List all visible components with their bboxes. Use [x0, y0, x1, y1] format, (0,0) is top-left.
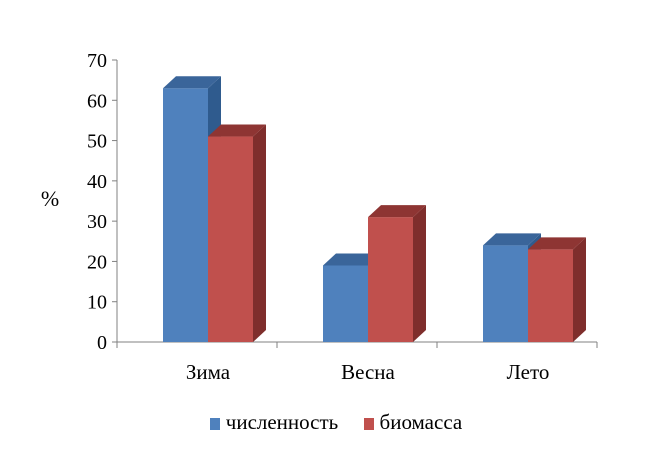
bar-front-face: [208, 136, 253, 342]
bar-side-face: [573, 237, 586, 342]
bar-front-face: [323, 265, 368, 342]
x-category-label: Лето: [507, 360, 550, 384]
bar-top-face: [368, 205, 426, 218]
legend-item-series-1: численность: [209, 409, 339, 435]
y-axis-label: %: [41, 186, 59, 211]
chart-legend: численность биомасса: [0, 408, 672, 435]
bar-chart: 0 10 20 30 40 50 60 70 Зима Весна Лето %: [41, 50, 598, 384]
bar-front-face: [483, 245, 528, 342]
chart-tick-labels: 0 10 20 30 40 50 60 70 Зима Весна Лето: [87, 50, 549, 384]
bar-top-face: [163, 76, 221, 89]
y-tick-label: 30: [87, 211, 107, 233]
bar-front-face: [368, 217, 413, 342]
x-category-label: Зима: [186, 360, 231, 384]
bar-side-face: [253, 124, 266, 343]
legend-label-series-1: численность: [225, 409, 339, 434]
legend-item-series-2: биомасса: [363, 409, 463, 435]
bar-top-face: [528, 237, 586, 250]
bar-top-face: [483, 233, 541, 246]
bar-2-3: [528, 237, 586, 342]
bar-front-face: [528, 249, 573, 342]
bar-2-2: [368, 205, 426, 342]
y-tick-label: 60: [87, 90, 107, 112]
bar-side-face: [413, 205, 426, 342]
legend-swatch-series-1: [209, 417, 220, 430]
legend-label-series-2: биомасса: [379, 409, 463, 434]
bar-front-face: [163, 88, 208, 342]
bar-top-face: [208, 124, 266, 137]
x-category-label: Весна: [341, 360, 395, 384]
y-tick-label: 40: [87, 171, 107, 193]
y-tick-label: 0: [97, 332, 107, 354]
bar-top-face: [323, 253, 381, 266]
y-tick-label: 70: [87, 50, 107, 72]
y-tick-label: 20: [87, 251, 107, 273]
y-tick-label: 10: [87, 292, 107, 314]
chart-bars: [163, 76, 586, 343]
bar-2-1: [208, 124, 266, 343]
y-tick-label: 50: [87, 131, 107, 153]
legend-swatch-series-2: [363, 417, 374, 430]
